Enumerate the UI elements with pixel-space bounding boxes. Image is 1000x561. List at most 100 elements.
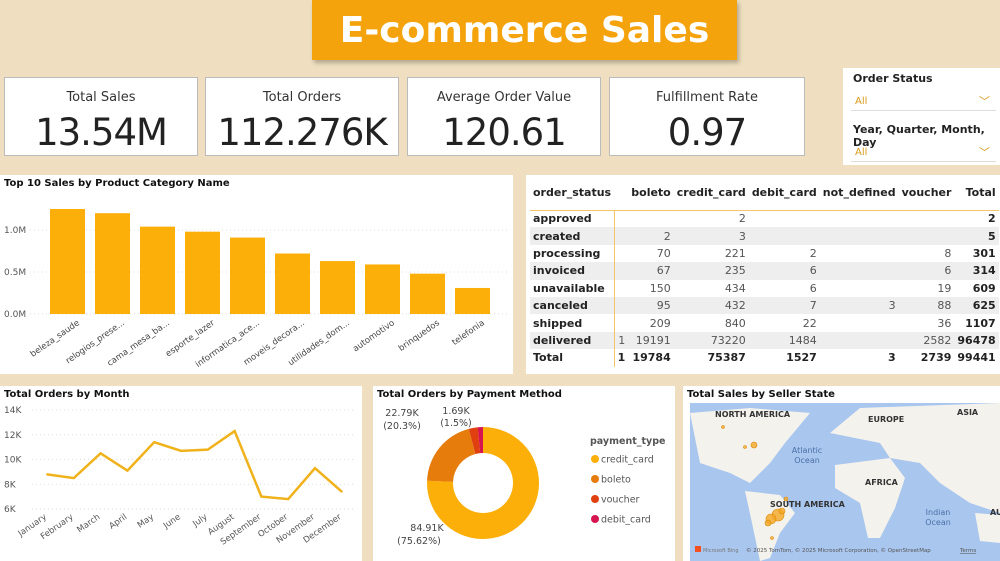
date-hierarchy-dropdown[interactable]: All ﹀ xyxy=(851,143,996,162)
donut-chart: 84.91K (75.62%) 22.79K (20.3%) 1.69K(1.5%) pa… xyxy=(383,406,666,547)
table-row: delivered 1 19191 73220 1484 2582 96478 xyxy=(530,331,999,350)
table-cell: 2 xyxy=(809,246,817,260)
table-cell: 840 xyxy=(724,316,746,330)
table-cell: 22 xyxy=(802,316,817,330)
table-cell: 75387 xyxy=(707,351,746,365)
table-cell xyxy=(898,227,955,245)
table-cell: 8 xyxy=(944,246,952,260)
x-tick-label: April xyxy=(107,512,129,531)
legend-marker-debit_card xyxy=(591,515,599,523)
bar-chart: 0.0M0.5M1.0Mbeleza_sauderelogios_prese..… xyxy=(4,209,510,370)
map-label-indian: Indian xyxy=(926,508,951,517)
table-cell: shipped xyxy=(530,314,615,332)
table-cell: 2739 xyxy=(920,351,952,365)
column-header[interactable]: voucher xyxy=(901,185,952,199)
map-label-north-america: NORTH AMERICA xyxy=(715,410,791,419)
map-visual[interactable]: NORTH AMERICA EUROPE ASIA AFRICA SOUTH A… xyxy=(690,403,1000,561)
y-tick-label: 12K xyxy=(4,431,22,441)
table-cell xyxy=(614,245,628,262)
table-cell: 2 xyxy=(628,227,674,245)
y-tick-label: 8K xyxy=(4,480,17,490)
table-cell: unavailable xyxy=(530,279,615,297)
table-cell xyxy=(748,227,820,245)
table-row: shipped 209 840 22 36 1107 xyxy=(530,314,999,332)
legend-title: payment_type xyxy=(590,436,666,447)
kpi-total-orders: Total Orders 112.276K xyxy=(205,77,399,156)
bar-chart-panel: Top 10 Sales by Product Category Name 0.… xyxy=(0,175,513,374)
column-header[interactable]: order_status xyxy=(533,185,612,199)
kpi-value: 112.276K xyxy=(217,111,387,154)
bar-brinquedos xyxy=(410,273,445,314)
table-cell xyxy=(820,280,899,297)
map-label-africa: AFRICA xyxy=(865,478,899,487)
dashboard-title: E-commerce Sales xyxy=(312,0,737,60)
map-terms-link[interactable]: Terms xyxy=(959,548,976,554)
table-cell: 19 xyxy=(937,281,952,295)
map-panel: Total Sales by Seller State NORTH AMERIC… xyxy=(683,386,1000,561)
table-row: approved 2 2 xyxy=(530,210,999,228)
column-header[interactable]: credit_card xyxy=(676,185,746,199)
table-cell xyxy=(820,210,899,227)
x-tick-label: May xyxy=(136,512,156,530)
map-label-atlantic-ocean: Ocean xyxy=(794,456,820,465)
legend-marker-credit_card xyxy=(591,455,599,463)
data-point xyxy=(314,467,316,470)
chevron-down-icon: ﹀ xyxy=(979,95,990,108)
data-point xyxy=(126,469,129,472)
table-cell xyxy=(614,296,629,315)
column-header[interactable]: Total xyxy=(965,185,996,199)
table-cell: 1527 xyxy=(786,351,817,365)
table-cell: 70 xyxy=(656,246,671,260)
table-cell: canceled xyxy=(530,296,615,315)
data-label-value: 22.79K xyxy=(385,408,419,419)
x-tick-label: July xyxy=(190,512,209,530)
table-cell: 625 xyxy=(954,296,999,315)
table-cell: approved xyxy=(530,210,615,228)
column-header[interactable]: boleto xyxy=(631,185,671,199)
table-cell xyxy=(614,280,628,297)
x-tick-label: automotivo xyxy=(351,318,397,354)
data-point xyxy=(180,449,182,452)
bar-utilidades_dom... xyxy=(320,261,355,314)
kpi-fulfillment-rate: Fulfillment Rate 0.97 xyxy=(609,77,805,156)
slicer-panel: Order Status All ﹀ Year, Quarter, Month, … xyxy=(843,68,1000,165)
data-point xyxy=(287,498,290,501)
table-cell: 3 xyxy=(887,351,896,365)
table-cell: 6 xyxy=(748,262,820,280)
data-point xyxy=(46,473,48,476)
slice-voucher xyxy=(468,427,481,454)
legend-item: boleto xyxy=(601,475,631,486)
data-point xyxy=(233,430,236,433)
table-cell xyxy=(820,314,899,331)
table-cell: 1107 xyxy=(965,316,996,330)
table-cell xyxy=(614,227,629,245)
table-cell: invoiced xyxy=(530,262,615,280)
map-label-australia: AU xyxy=(990,508,1000,517)
table-cell: 434 xyxy=(724,281,746,295)
kpi-value: 13.54M xyxy=(35,111,168,154)
order-status-dropdown[interactable]: All ﹀ xyxy=(851,92,996,111)
map-label-atlantic: Atlantic xyxy=(792,446,822,455)
table-cell: 1484 xyxy=(748,331,820,350)
column-header[interactable] xyxy=(614,180,628,210)
x-tick-label: March xyxy=(75,512,102,535)
table-cell: 609 xyxy=(972,281,996,295)
bar-beleza_saude xyxy=(50,209,85,314)
x-tick-label: telefonia xyxy=(450,318,486,348)
column-header[interactable]: debit_card xyxy=(751,185,817,199)
table-cell: 19784 xyxy=(632,351,671,365)
data-point xyxy=(206,448,209,451)
bing-logo-icon xyxy=(695,546,701,552)
bar-cama_mesa_ba... xyxy=(140,226,175,314)
kpi-label: Total Orders xyxy=(262,90,342,105)
total-row: Total 1 19784 75387 1527 3 2739 99441 xyxy=(530,349,999,367)
data-point xyxy=(340,490,343,493)
column-header[interactable]: not_defined xyxy=(822,185,896,199)
table-cell: 5 xyxy=(954,227,999,245)
map-attribution: © 2025 TomTom, © 2025 Microsoft Corporat… xyxy=(746,547,931,554)
kpi-label: Total Sales xyxy=(66,90,136,105)
table-cell: 1 xyxy=(614,331,629,350)
kpi-value: 0.97 xyxy=(667,111,747,154)
chart-title: Total Sales by Seller State xyxy=(687,389,835,400)
data-label-percent: (1.5%) xyxy=(440,418,472,429)
